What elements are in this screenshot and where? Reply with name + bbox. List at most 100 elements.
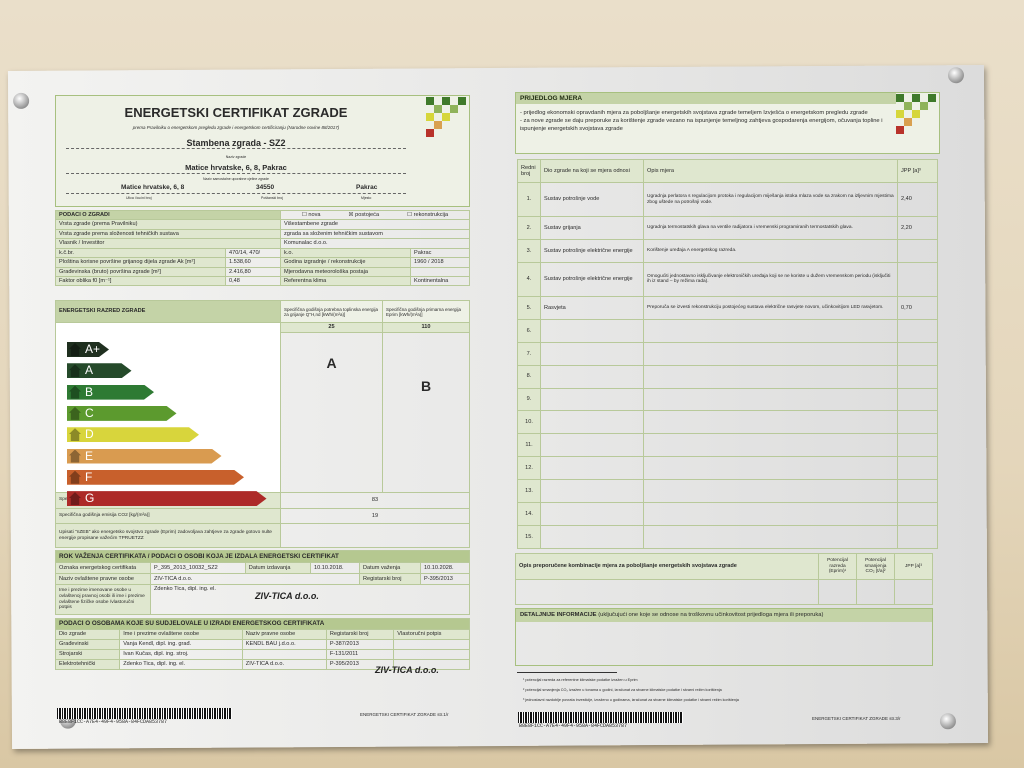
column-header: JPP [a]³ (894, 553, 933, 580)
field-value: zgrada sa složenim tehničkim sustavom (280, 228, 470, 240)
table-header-row: Dio zgrade Ime i prezime ovlaštene osobe N… (54, 628, 470, 640)
heating-energy-class: A (280, 331, 383, 493)
measures-table: Redni broj Dio zgrade na koji se mjera od… (517, 159, 938, 550)
logo-icon (896, 94, 936, 134)
page-footer: ENERGETSKI CERTIFIKAT ZGRADE str.3/r (812, 716, 901, 721)
building-part: Sustav grijanja (540, 216, 644, 240)
energy-class-arrow-E: E (67, 449, 222, 464)
energy-class-label: G (85, 491, 95, 506)
details-box: DETALJNIJE INFORMACIJE (uključujući one … (515, 608, 933, 666)
logo-square (904, 118, 912, 126)
field-label: Vrsta zgrade prema složenosti tehničkih … (55, 228, 281, 240)
logo-square (442, 97, 450, 105)
energy-class-label: A+ (85, 342, 101, 356)
screw-icon (939, 713, 956, 730)
combination-table: Opis preporučene kombinacije mjera za po… (515, 553, 933, 605)
logo-square (458, 121, 466, 129)
section-heading: ENERGETSKI RAZRED ZGRADE (55, 299, 281, 324)
logo-square (426, 129, 434, 137)
field-label: Ime i prezime imenovane osobe u ovlašten… (55, 584, 151, 615)
field-label: Vrsta zgrade (prema Pravilniku) (55, 219, 281, 230)
building-status: ☐ nova ☒ postojeća ☐ rekonstrukcija (280, 209, 470, 221)
logo-square (912, 126, 920, 134)
column-header: Specifična godišnja primarna energija Ep… (382, 299, 470, 324)
logo-square (896, 94, 904, 102)
house-icon (69, 492, 81, 505)
subtitle: prema Pravilniku o energetskom pregledu … (132, 125, 340, 130)
logo-square (912, 118, 920, 126)
address-full: Matice hrvatske, 6, 8, Pakrac (66, 163, 406, 174)
energy-class-arrow-F: F (67, 470, 244, 485)
house-icon (69, 428, 81, 441)
logo-icon (426, 97, 466, 137)
logo-square (442, 105, 450, 113)
table-header-row: Opis preporučene kombinacije mjera za po… (515, 553, 933, 580)
payback-period (897, 524, 938, 550)
table-row: 9. (517, 387, 938, 412)
field-value: 0,48 (225, 275, 281, 287)
header-box: ENERGETSKI CERTIFIKAT ZGRADE prema Pravi… (55, 95, 470, 207)
intro-line: - prijedlog ekonomski opravdanih mjera z… (520, 110, 868, 116)
field-label: Vlasnik / Investitor (55, 238, 281, 249)
logo-square (920, 126, 928, 134)
logo-square (928, 94, 936, 102)
address-row: Matice hrvatske, 6, 8 34550 Pakrac (66, 184, 406, 194)
energy-class-label: C (85, 405, 94, 420)
table-header-row: ROK VAŽENJA CERTIFIKATA / PODACI O OSOBI… (55, 550, 470, 563)
column-header: Dio zgrade (54, 628, 121, 640)
logo-square (904, 102, 912, 110)
table-row: 4. Sustav potrošnje električne energije Om… (517, 261, 938, 298)
table-cell (393, 638, 470, 650)
payback-period (897, 364, 938, 389)
table-row: 8. (517, 364, 938, 389)
issuer-name: Zdenko Tica, dipl. ing. el. (150, 584, 470, 615)
logo-square (920, 94, 928, 102)
table-row: Ploština korisne površine grijanog dijel… (55, 257, 470, 268)
intro-line: - za nove zgrade se daju preporuke za ko… (520, 118, 883, 133)
empty-cell (818, 579, 857, 605)
table-row: Vlasnik / Investitor Komunalac d.o.o. (55, 238, 470, 249)
table-row: 3. Sustav potrošnje električne energije Ko… (517, 239, 938, 263)
building-part (540, 502, 644, 526)
table-row (515, 579, 933, 605)
footnote: ¹ potencijal razreda za referentne klima… (523, 678, 638, 682)
footnote: ² potencijal smanjenja CO₂ izražen u ton… (523, 687, 722, 692)
energy-class-arrow-D: D (67, 427, 199, 442)
field-value: Pakrac (410, 247, 470, 259)
city-label: Mjesto (361, 196, 372, 200)
measures-intro: - prijedlog ekonomski opravdanih mjera z… (520, 109, 890, 133)
footnote: ³ jednostavni razdoblje povrata investic… (523, 697, 739, 702)
logo-square (912, 94, 920, 102)
table-row: 6. (517, 318, 938, 343)
field-label: Godina izgradnje / rekonstrukcije (279, 257, 412, 268)
status-checkbox-rekonstrukcija: ☐ rekonstrukcija (407, 212, 449, 218)
building-part: Sustav potrošnje električne energije (540, 261, 644, 298)
valid-until-date: 10.10.2028. (419, 561, 471, 574)
field-value: 19 (280, 507, 470, 525)
measure-description: Omogućiti jednostavno isključivanje elek… (643, 261, 898, 298)
barcode-text: B8E8F1CC-A7E4-49F4-958A-84FCDA853787 (519, 723, 628, 729)
payback-period (897, 239, 938, 263)
building-part (540, 387, 644, 412)
measure-description (643, 479, 898, 504)
logo-square (896, 126, 904, 134)
postal-code: 34550 (256, 184, 275, 191)
logo-square (458, 97, 466, 105)
building-part (540, 410, 644, 435)
field-value: Kontinentalna (410, 275, 470, 287)
row-number: 11. (517, 433, 541, 458)
logo-square (434, 113, 442, 121)
table-row: Građevinski Vanja Kendl, dipl. ing. građ.… (54, 638, 470, 650)
measure-description (643, 410, 898, 435)
measure-description (643, 364, 898, 389)
building-data-table: PODACI O ZGRADI ☐ nova ☒ postojeća ☐ rekons… (55, 209, 470, 287)
logo-square (928, 110, 936, 118)
building-part (540, 456, 644, 481)
field-label: Ploština korisne površine grijanog dijel… (55, 257, 226, 268)
logo-square (458, 113, 466, 121)
column-header: Opis preporučene kombinacije mjera za po… (515, 553, 819, 580)
payback-period (897, 479, 938, 504)
logo-square (904, 126, 912, 134)
building-part: Sustav potrošnje vode (540, 181, 644, 218)
certificate-title: ENERGETSKI CERTIFIKAT ZGRADE (124, 105, 348, 120)
